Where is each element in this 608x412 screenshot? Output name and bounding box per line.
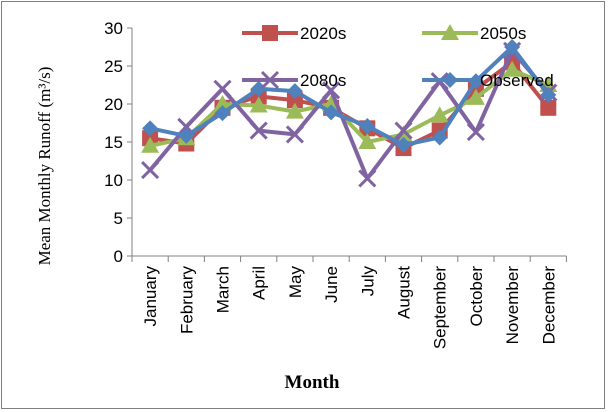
data-point <box>213 95 232 111</box>
data-point <box>250 80 267 97</box>
legend-label: Observed <box>480 71 554 90</box>
legend-marker <box>260 70 280 90</box>
y-tick-label: 30 <box>104 19 123 38</box>
data-point <box>395 137 412 154</box>
data-point <box>358 169 377 188</box>
legend-item: 2050s <box>422 24 526 43</box>
series-line <box>149 45 550 148</box>
data-point <box>504 39 521 55</box>
data-point <box>358 133 377 149</box>
legend: 2020s 2050s 2080s Observed <box>242 24 554 90</box>
data-point <box>430 106 449 123</box>
data-point <box>286 83 303 100</box>
data-point <box>322 95 341 111</box>
data-point <box>466 88 485 105</box>
axes: 0 5 10 15 20 25 30 January February March April May… <box>104 19 567 349</box>
data-point <box>540 99 557 116</box>
legend-marker <box>441 24 459 40</box>
data-point <box>249 121 268 140</box>
x-tick-label: June <box>322 266 341 303</box>
data-point <box>141 161 160 180</box>
data-point <box>322 81 341 100</box>
x-tick-label: January <box>141 266 160 327</box>
x-tick-label: November <box>503 266 522 345</box>
y-tick-label: 0 <box>114 247 123 266</box>
x-tick-label: December <box>539 266 558 345</box>
y-tick-label: 25 <box>104 57 123 76</box>
data-point <box>285 102 304 119</box>
data-point <box>466 123 485 142</box>
data-point <box>142 120 159 137</box>
y-tick-label: 15 <box>104 133 123 152</box>
x-tick-label: May <box>286 266 305 299</box>
x-tick-label: October <box>467 266 486 327</box>
data-point <box>359 118 376 135</box>
data-point <box>285 125 304 144</box>
data-point <box>141 136 160 153</box>
legend-label: 2050s <box>480 24 526 43</box>
legend-item: Observed <box>422 71 554 90</box>
data-point <box>323 104 340 121</box>
data-point <box>503 60 522 77</box>
legend-item: 2020s <box>242 24 346 43</box>
y-axis-title: Mean Monthly Runoff (m³/s) <box>35 67 54 266</box>
x-axis-title: Month <box>285 372 340 393</box>
x-tick-label: September <box>431 266 450 349</box>
data-point <box>540 86 557 103</box>
x-tick-label: April <box>250 266 269 300</box>
x-tick-label: July <box>358 266 377 297</box>
legend-label: 2020s <box>300 24 346 43</box>
series-layer <box>141 39 558 188</box>
data-point <box>431 129 448 146</box>
data-point <box>249 96 268 113</box>
data-point <box>394 121 413 140</box>
y-tick-label: 10 <box>104 171 123 190</box>
legend-label: 2080s <box>300 71 346 90</box>
legend-marker <box>262 25 278 41</box>
y-tick-label: 20 <box>104 95 123 114</box>
x-tick-label: February <box>177 266 196 335</box>
x-tick-label: August <box>395 266 414 319</box>
y-tick-label: 5 <box>114 209 123 228</box>
data-point <box>213 79 232 98</box>
data-point <box>178 127 195 144</box>
series-2050s <box>141 60 558 153</box>
x-tick-label: March <box>214 266 233 313</box>
legend-item: 2080s <box>242 70 346 90</box>
legend-marker <box>442 72 458 88</box>
data-point <box>214 105 231 122</box>
series-observed <box>142 39 557 154</box>
data-point <box>286 92 303 109</box>
